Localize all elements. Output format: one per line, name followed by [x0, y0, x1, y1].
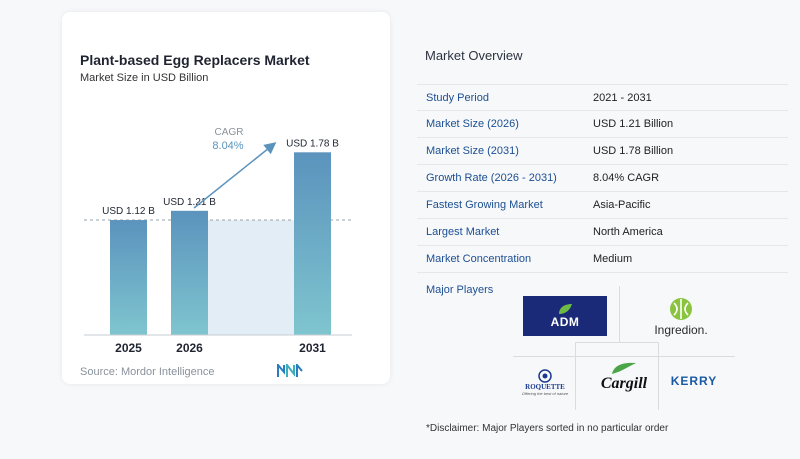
row-value: Medium — [593, 253, 633, 265]
tick-label-2026: 2026 — [176, 341, 203, 355]
cagr-arrow — [193, 142, 277, 209]
divider — [619, 286, 620, 342]
data-label-2025: USD 1.12 B — [102, 206, 155, 217]
row-label: Largest Market — [426, 226, 500, 238]
cargill-leaf-icon — [612, 362, 636, 374]
row-value: USD 1.21 Billion — [593, 118, 674, 130]
row-label: Study Period — [426, 91, 489, 104]
table-row: Market Size (2031) USD 1.78 Billion — [417, 138, 788, 165]
row-label: Growth Rate (2026 - 2031) — [426, 172, 557, 184]
table-row: Market Concentration Medium — [417, 246, 788, 273]
row-label: Market Size (2026) — [426, 118, 519, 130]
divider — [575, 342, 659, 343]
overview-table: Study Period 2021 - 2031 Market Size (20… — [417, 84, 788, 273]
row-value: 2021 - 2031 — [593, 91, 652, 104]
tick-label-2031: 2031 — [299, 341, 326, 355]
roquette-tagline: Offering the best of nature — [521, 390, 569, 396]
row-label: Market Size (2031) — [426, 145, 519, 157]
table-row: Largest Market North America — [417, 219, 788, 246]
table-row: Growth Rate (2026 - 2031) 8.04% CAGR — [417, 165, 788, 192]
bar-2026 — [171, 210, 208, 335]
chart-subtitle: Market Size in USD Billion — [80, 72, 209, 84]
mordor-intelligence-logo — [277, 364, 303, 377]
kerry-logo-text: KERRY — [670, 374, 718, 388]
data-label-2031: USD 1.78 B — [286, 138, 339, 149]
tick-label-2025: 2025 — [115, 341, 142, 355]
ingredion-logo: Ingredion. — [641, 292, 721, 342]
row-value: Asia-Pacific — [593, 199, 651, 211]
bar-2031 — [294, 152, 331, 335]
chart-title: Plant-based Egg Replacers Market — [80, 52, 310, 68]
roquette-emblem-icon — [538, 368, 552, 383]
divider — [575, 342, 576, 410]
roquette-logo: ROQUETTE Offering the best of nature — [513, 362, 577, 402]
chart-card: USD 1.12 B 2025 USD 1.21 B 2026 USD 1.78 B 20… — [62, 12, 390, 384]
cargill-logo-text: Cargill — [600, 375, 648, 392]
leaf-icon — [559, 304, 572, 314]
row-value: USD 1.78 Billion — [593, 145, 674, 157]
source-text: Source: Mordor Intelligence — [80, 366, 215, 378]
disclaimer-text: *Disclaimer: Major Players sorted in no … — [426, 423, 669, 434]
divider — [658, 342, 659, 410]
cagr-label: CAGR — [215, 127, 244, 138]
row-value: North America — [593, 226, 663, 238]
table-row: Fastest Growing Market Asia-Pacific — [417, 192, 788, 219]
adm-logo: ADM — [523, 296, 607, 336]
leaf-globe-icon — [670, 298, 692, 320]
table-row: Market Size (2026) USD 1.21 Billion — [417, 111, 788, 138]
market-overview-panel: Market Overview Study Period 2021 - 2031… — [413, 0, 800, 459]
roquette-logo-text: ROQUETTE — [525, 382, 565, 391]
divider — [513, 356, 735, 357]
overview-title: Market Overview — [425, 48, 523, 63]
major-players-title: Major Players — [426, 284, 494, 296]
cargill-logo: Cargill — [589, 352, 659, 402]
kerry-logo: KERRY — [661, 368, 727, 394]
ingredion-logo-text: Ingredion. — [654, 323, 708, 337]
data-label-2026: USD 1.21 B — [163, 197, 216, 208]
cagr-value: 8.04% — [212, 140, 243, 152]
bar-2025 — [110, 220, 147, 335]
growth-shade — [208, 220, 294, 335]
table-row: Study Period 2021 - 2031 — [417, 84, 788, 111]
row-value: 8.04% CAGR — [593, 172, 660, 184]
row-label: Market Concentration — [426, 253, 532, 265]
row-label: Fastest Growing Market — [426, 199, 543, 211]
adm-logo-text: ADM — [550, 315, 580, 329]
bar-chart: USD 1.12 B 2025 USD 1.21 B 2026 USD 1.78 B 20… — [84, 127, 352, 355]
